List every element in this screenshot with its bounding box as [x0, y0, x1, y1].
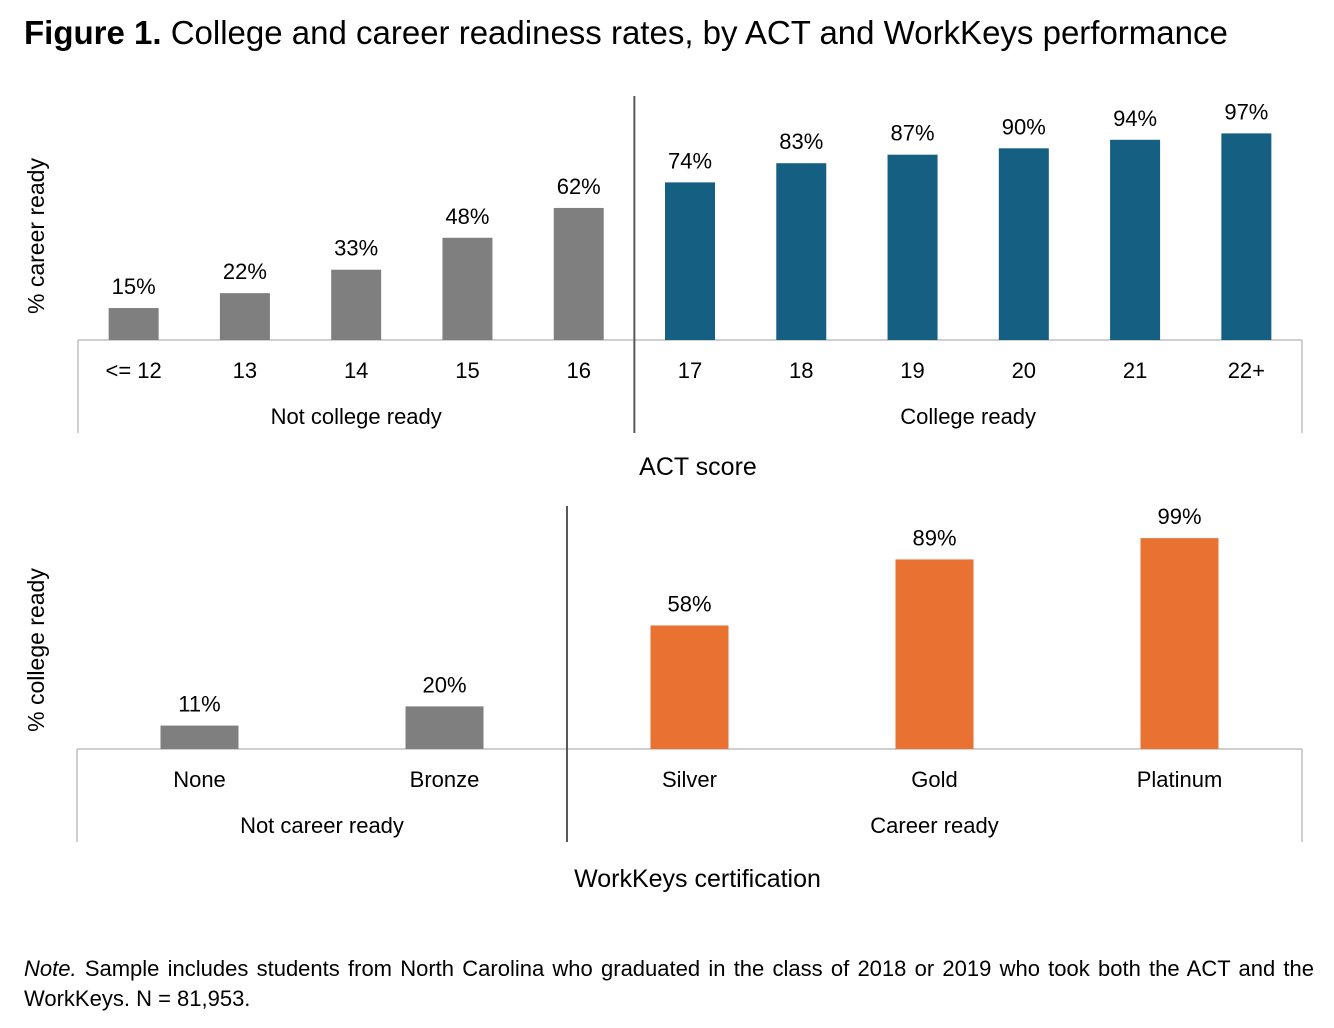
data-label-3: 48%	[445, 204, 489, 229]
bar-0	[108, 308, 159, 340]
note-text: Sample includes students from North Caro…	[24, 956, 1314, 1011]
group-label-1: Career ready	[870, 813, 998, 838]
category-label-0: <= 12	[105, 358, 161, 383]
data-label-5: 74%	[668, 148, 712, 173]
bar-9	[1110, 139, 1161, 340]
bar-0	[160, 725, 239, 749]
category-label-7: 19	[900, 358, 924, 383]
act-chart: 15% <= 12 22% 13 33% 14 48% 15 62% 16 74% 17 83% 18 87…	[23, 96, 1303, 481]
note-label: Note.	[24, 956, 77, 981]
bar-7	[887, 154, 938, 340]
category-label-3: 15	[455, 358, 479, 383]
data-label-4: 62%	[557, 174, 601, 199]
bar-1	[219, 293, 270, 340]
category-label-10: 22+	[1228, 358, 1265, 383]
data-label-1: 22%	[223, 259, 267, 284]
data-label-6: 83%	[779, 129, 823, 154]
bar-8	[998, 148, 1049, 340]
data-label-2: 33%	[334, 236, 378, 261]
category-label-6: 18	[789, 358, 813, 383]
category-label-2: 14	[344, 358, 368, 383]
group-label-1: College ready	[900, 404, 1036, 429]
figure-label: Figure 1.	[24, 14, 162, 51]
category-label-9: 21	[1123, 358, 1147, 383]
data-label-7: 87%	[891, 121, 935, 146]
bar-3	[895, 559, 974, 749]
data-label-3: 89%	[912, 525, 956, 550]
figure-note: Note. Sample includes students from Nort…	[24, 954, 1314, 1014]
group-label-0: Not college ready	[271, 404, 442, 429]
data-label-10: 97%	[1224, 99, 1268, 124]
category-label-1: Bronze	[410, 767, 480, 792]
data-label-1: 20%	[422, 672, 466, 697]
group-label-0: Not career ready	[240, 813, 404, 838]
bar-3	[442, 237, 493, 340]
bar-5	[665, 182, 715, 340]
bar-1	[405, 706, 484, 749]
x-axis-title: ACT score	[639, 453, 757, 481]
category-label-8: 20	[1012, 358, 1036, 383]
category-label-0: None	[173, 767, 226, 792]
workkeys-chart: 11% None 20% Bronze 58% Silver 89% Gold 99% Plati…	[23, 504, 1303, 893]
data-label-0: 15%	[112, 274, 156, 299]
category-label-5: 17	[678, 358, 702, 383]
category-label-4: Platinum	[1137, 767, 1223, 792]
category-label-3: Gold	[911, 767, 957, 792]
category-label-1: 13	[233, 358, 257, 383]
bar-10	[1221, 133, 1272, 340]
bar-4	[1140, 538, 1219, 749]
category-label-2: Silver	[662, 767, 717, 792]
y-axis-label: % career ready	[23, 158, 49, 314]
data-label-8: 90%	[1002, 114, 1046, 139]
y-axis-label: % college ready	[23, 568, 49, 732]
x-axis-title: WorkKeys certification	[574, 865, 821, 893]
bar-6	[776, 163, 827, 340]
data-label-9: 94%	[1113, 106, 1157, 131]
data-label-0: 11%	[178, 692, 220, 717]
bar-4	[553, 207, 604, 340]
data-label-4: 99%	[1157, 504, 1201, 529]
figure-title-text: College and career readiness rates, by A…	[170, 14, 1228, 51]
bar-2	[650, 625, 729, 749]
category-label-4: 16	[566, 358, 590, 383]
bar-2	[331, 269, 382, 340]
figure-title: Figure 1. College and career readiness r…	[24, 14, 1228, 52]
data-label-2: 58%	[667, 591, 711, 616]
